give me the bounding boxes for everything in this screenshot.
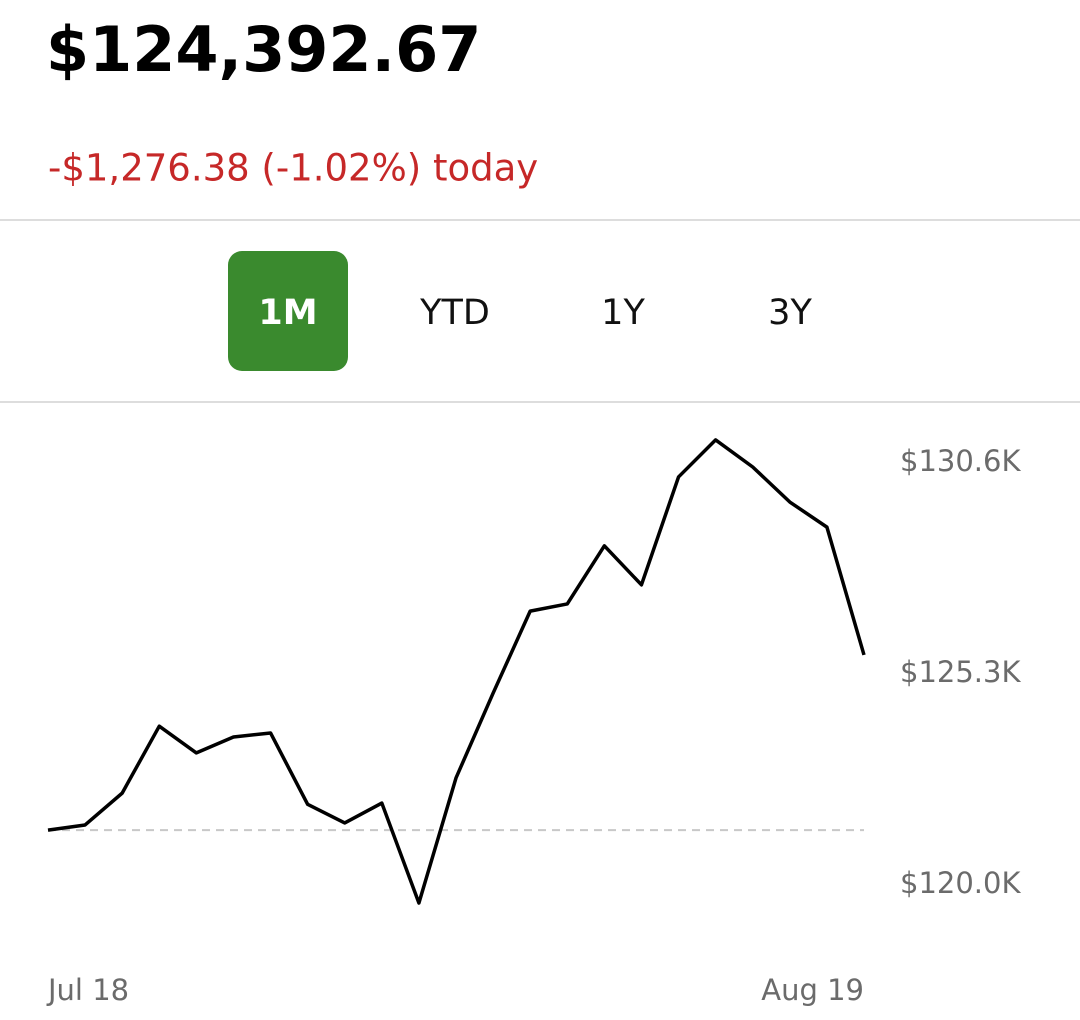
x-tick-label: Aug 19 bbox=[761, 973, 864, 1007]
price-line bbox=[47, 438, 866, 905]
range-tab[interactable]: 1M bbox=[258, 293, 317, 333]
range-tab[interactable]: 1Y bbox=[601, 293, 645, 333]
y-tick-label: $120.0K bbox=[900, 866, 1021, 900]
tab-highlight[interactable] bbox=[228, 251, 348, 371]
chart: $130.6K $125.3K $120.0K Jul 18 Aug 19 bbox=[46, 438, 1021, 1007]
range-tab[interactable]: YTD bbox=[419, 293, 490, 333]
x-tick-label: Jul 18 bbox=[46, 973, 129, 1007]
daily-change: -$1,276.38 (-1.02%) today bbox=[48, 147, 538, 190]
range-tabs: 1M YTD 1Y 3Y bbox=[228, 251, 812, 371]
y-tick-label: $125.3K bbox=[900, 655, 1021, 689]
range-tab[interactable]: 3Y bbox=[768, 293, 812, 333]
balance: $124,392.67 bbox=[46, 13, 481, 86]
y-tick-label: $130.6K bbox=[900, 444, 1021, 478]
